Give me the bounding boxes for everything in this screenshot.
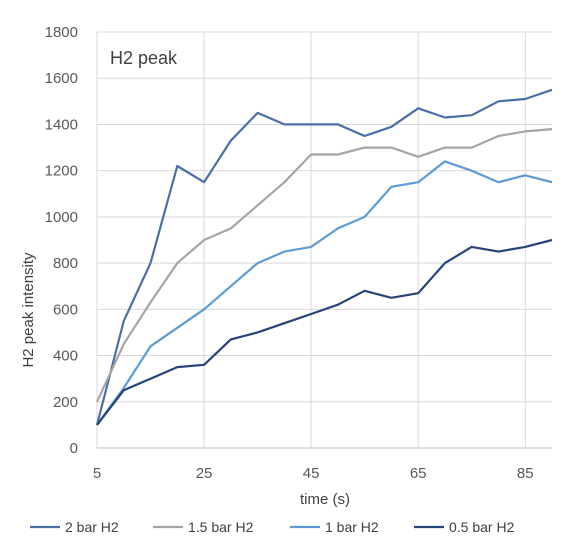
x-axis-title: time (s) [300,491,350,508]
x-tick-label: 45 [303,465,320,482]
y-tick-label: 0 [70,440,78,457]
series-line-1-bar-h2 [96,160,553,426]
y-tick-label: 400 [53,348,78,365]
series-line-0-5-bar-h2 [96,238,553,426]
y-tick-label: 600 [53,301,78,318]
y-tick-label: 1600 [45,70,78,87]
legend-label: 2 bar H2 [65,519,119,535]
axes [96,32,552,449]
chart-title: H2 peak [110,48,178,68]
y-tick-label: 1200 [45,163,78,180]
y-tick-label: 1400 [45,116,78,133]
legend-label: 1.5 bar H2 [188,519,254,535]
legend-label: 1 bar H2 [325,519,379,535]
x-tick-label: 85 [517,465,534,482]
gridlines [97,31,552,448]
series-lines [95,88,553,426]
x-tick-label: 5 [93,465,101,482]
x-tick-label: 65 [410,465,427,482]
series-line-2-bar-h2 [95,88,553,426]
y-tick-label: 800 [53,255,78,272]
tick-labels: 0 200 400 600 800 1000 1200 1400 1600 1800 5 25 45 65… [45,24,534,482]
y-tick-label: 1000 [45,209,78,226]
legend: 2 bar H2 1.5 bar H2 1 bar H2 0.5 bar H2 [30,519,515,535]
x-tick-label: 25 [196,465,213,482]
y-tick-label: 1800 [45,24,78,41]
series-line-1-5-bar-h2 [96,128,553,403]
legend-label: 0.5 bar H2 [449,519,515,535]
y-tick-label: 200 [53,394,78,411]
y-axis-title: H2 peak intensity [20,252,37,368]
